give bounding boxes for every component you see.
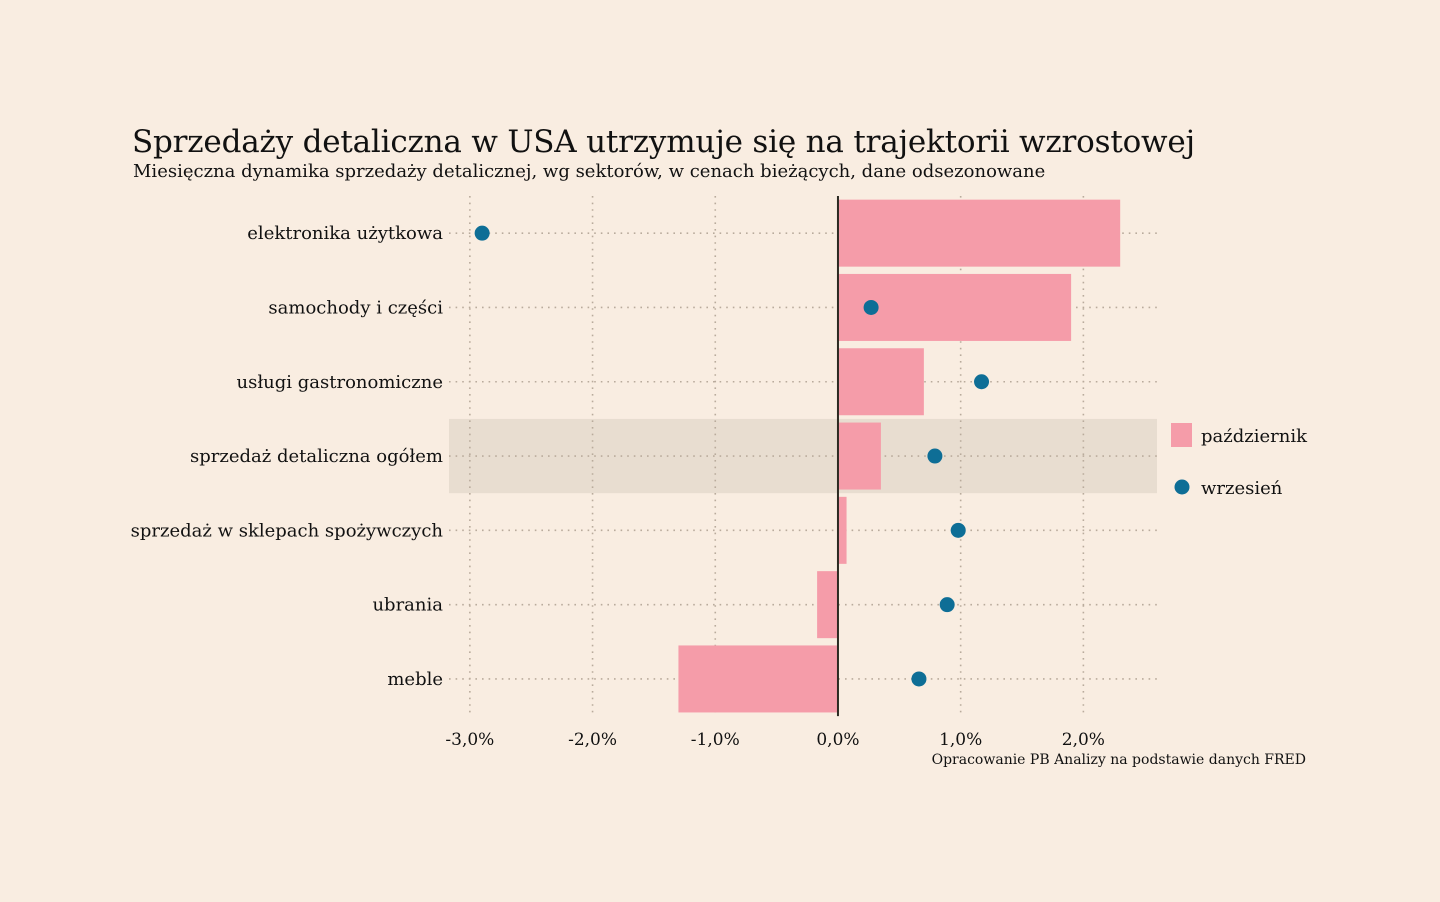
bar xyxy=(678,645,838,713)
x-tick-label: 2,0% xyxy=(1062,730,1105,750)
x-tick-label: -1,0% xyxy=(691,730,740,750)
highlight-band xyxy=(449,418,1157,494)
point xyxy=(911,671,927,687)
category-label: meble xyxy=(387,669,443,690)
legend-label: wrzesień xyxy=(1201,478,1283,499)
x-tick-label: -3,0% xyxy=(445,730,494,750)
legend-swatch-point xyxy=(1174,479,1190,495)
point xyxy=(474,225,490,241)
point xyxy=(863,299,879,315)
category-label: sprzedaż w sklepach spożywczych xyxy=(131,520,444,541)
point xyxy=(939,597,955,613)
x-tick-label: -2,0% xyxy=(568,730,617,750)
bar xyxy=(837,199,1121,267)
chart-subtitle: Miesięczna dynamika sprzedaży detaliczne… xyxy=(133,161,1046,182)
bar xyxy=(817,571,838,639)
point xyxy=(927,448,943,464)
bar xyxy=(837,496,847,564)
point xyxy=(950,522,966,538)
bar xyxy=(837,348,924,416)
category-label: samochody i części xyxy=(268,297,443,318)
chart-caption: Opracowanie PB Analizy na podstawie dany… xyxy=(931,752,1306,768)
legend-label: październik xyxy=(1201,426,1308,447)
category-label: usługi gastronomiczne xyxy=(237,372,444,393)
point xyxy=(974,374,990,390)
category-label: sprzedaż detaliczna ogółem xyxy=(190,446,443,467)
chart-title: Sprzedaży detaliczna w USA utrzymuje się… xyxy=(132,124,1195,160)
legend-swatch-bar xyxy=(1171,423,1192,447)
bar xyxy=(837,422,881,490)
x-tick-label: 1,0% xyxy=(939,730,982,750)
category-label: ubrania xyxy=(372,595,443,616)
x-tick-label: 0,0% xyxy=(816,730,859,750)
category-label: elektronika użytkowa xyxy=(247,223,443,244)
